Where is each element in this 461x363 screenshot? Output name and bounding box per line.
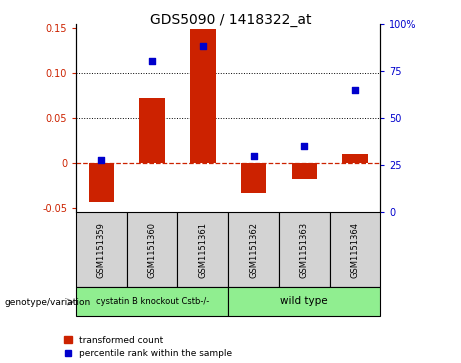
Text: cystatin B knockout Cstb-/-: cystatin B knockout Cstb-/- xyxy=(95,297,209,306)
Bar xyxy=(89,163,114,203)
Bar xyxy=(76,212,127,287)
Bar xyxy=(127,212,177,287)
Point xyxy=(351,87,359,93)
Point xyxy=(250,153,257,159)
Point xyxy=(98,156,105,162)
Bar xyxy=(228,287,380,316)
Text: GSM1151364: GSM1151364 xyxy=(350,221,360,278)
Bar xyxy=(292,163,317,179)
Bar xyxy=(241,163,266,193)
Bar xyxy=(76,287,228,316)
Text: wild type: wild type xyxy=(280,296,328,306)
Legend: transformed count, percentile rank within the sample: transformed count, percentile rank withi… xyxy=(65,336,232,359)
Point xyxy=(301,143,308,149)
Point xyxy=(148,58,156,64)
Bar xyxy=(279,212,330,287)
Bar xyxy=(190,29,216,163)
Bar xyxy=(342,154,368,163)
Text: GSM1151363: GSM1151363 xyxy=(300,221,309,278)
Bar xyxy=(140,98,165,163)
Text: GSM1151360: GSM1151360 xyxy=(148,221,157,278)
Text: genotype/variation: genotype/variation xyxy=(5,298,91,306)
Text: GSM1151362: GSM1151362 xyxy=(249,221,258,278)
Bar xyxy=(330,212,380,287)
Bar xyxy=(228,212,279,287)
Text: GDS5090 / 1418322_at: GDS5090 / 1418322_at xyxy=(150,13,311,27)
Bar xyxy=(177,212,228,287)
Point xyxy=(199,43,207,49)
Text: GSM1151361: GSM1151361 xyxy=(198,221,207,278)
Text: GSM1151359: GSM1151359 xyxy=(97,222,106,277)
